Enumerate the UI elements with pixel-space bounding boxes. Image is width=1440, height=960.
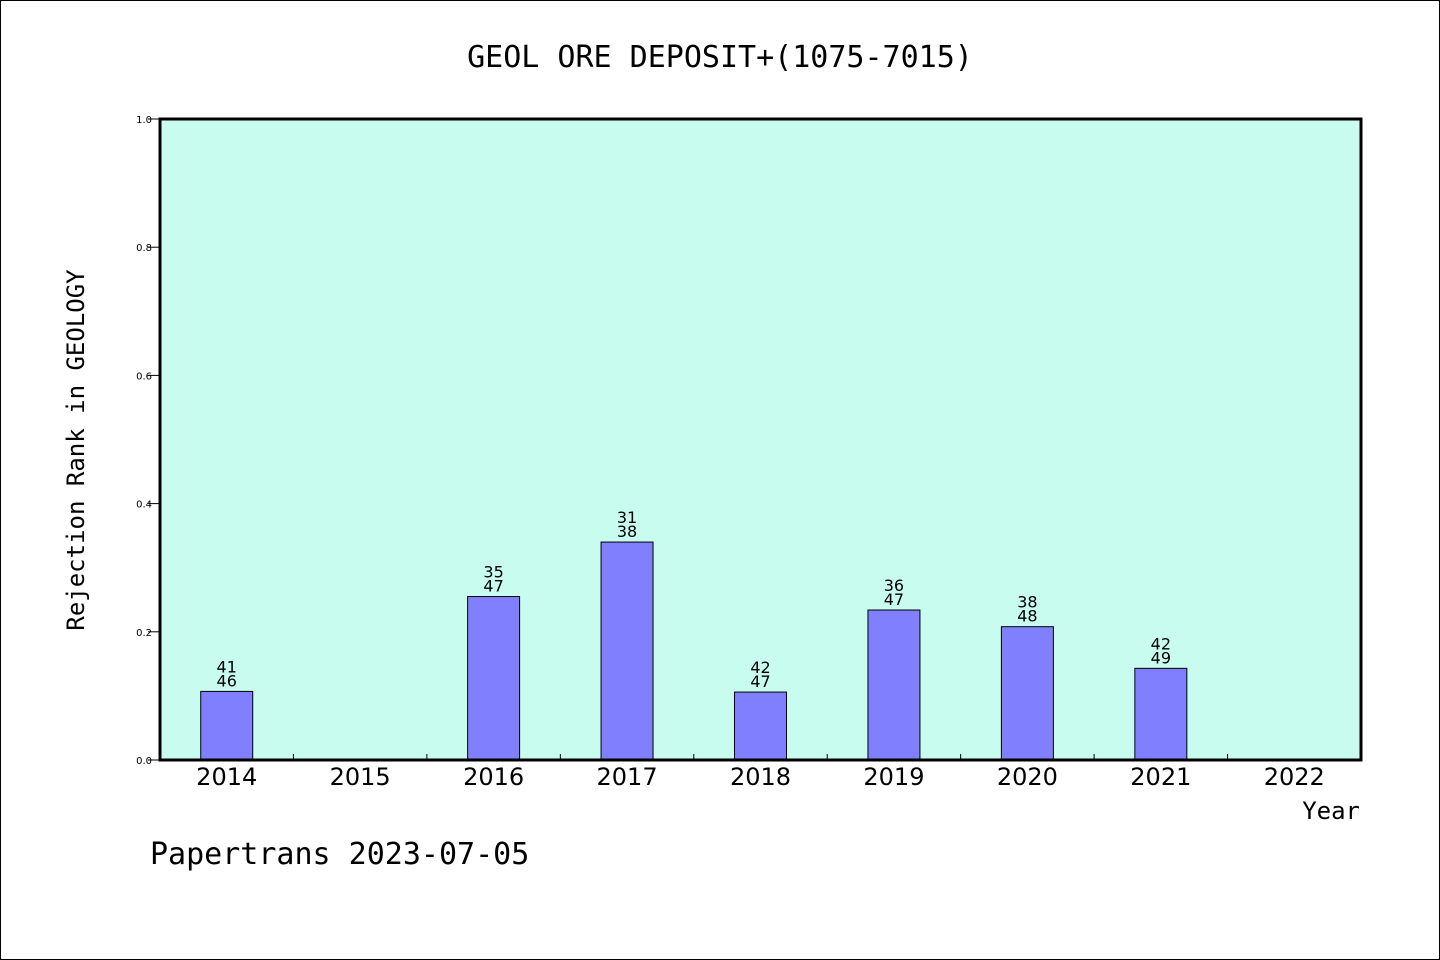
bar-2020: [1000, 626, 1054, 761]
x-axis: 2014 2015 2016 2017 2018 2019 2020 2021 2022: [196, 754, 1325, 791]
footer-caption: Papertrans 2023-07-05: [150, 837, 529, 872]
x-tick-label: 2021: [1130, 763, 1191, 791]
bar-2014: [200, 690, 254, 761]
chart-title: GEOL ORE DEPOSIT+(1075-7015): [467, 40, 973, 75]
bars-layer: [200, 541, 1188, 761]
bar-label-bottom: 46: [217, 671, 237, 690]
x-tick-label: 2019: [863, 763, 924, 791]
x-tick-label: 2018: [730, 763, 791, 791]
bar-2016: [467, 596, 521, 761]
x-tick-label: 2020: [997, 763, 1058, 791]
bar-label-top: 38: [1017, 593, 1037, 612]
bar-label-top: 42: [1151, 634, 1171, 653]
y-tick-label: 0.6: [136, 371, 152, 382]
bar-label-bottom: 47: [884, 590, 904, 609]
bar-label-bottom: 47: [483, 577, 503, 596]
bar-2018: [734, 691, 787, 761]
x-tick-label: 2015: [330, 763, 391, 791]
x-tick-label: 2022: [1264, 763, 1325, 791]
bar-label-bottom: 48: [1017, 607, 1037, 626]
y-tick-label: 0.0: [136, 756, 152, 767]
bar-label-bottom: 49: [1151, 648, 1171, 667]
x-tick-label: 2017: [597, 763, 658, 791]
x-tick-label: 2016: [463, 763, 524, 791]
plot-border: [158, 117, 1363, 762]
plot-area: [160, 119, 1361, 760]
x-tick-label: 2014: [196, 763, 257, 791]
bar-label-top: 31: [617, 508, 637, 527]
y-tick-label: 1.0: [136, 115, 152, 126]
bar-2017: [600, 541, 654, 761]
bar-label-bottom: 47: [750, 672, 770, 691]
x-axis-label: Year: [1302, 797, 1360, 825]
bar-label-top: 36: [884, 576, 904, 595]
bar-label-top: 41: [217, 657, 237, 676]
bar-label-top: 35: [483, 563, 503, 582]
y-tick-label: 0.4: [136, 500, 152, 511]
y-tick-label: 0.2: [136, 628, 152, 639]
y-tick-label: 0.8: [136, 243, 152, 254]
y-axis: 0.0 0.2 0.4 0.6 0.8 1.0: [136, 115, 160, 767]
bar-label-bottom: 38: [617, 522, 637, 541]
bar-2021: [1134, 667, 1188, 761]
bar-2019: [867, 609, 921, 761]
y-axis-label: Rejection Rank in GEOLOGY: [62, 269, 90, 631]
bar-label-top: 42: [750, 658, 770, 677]
